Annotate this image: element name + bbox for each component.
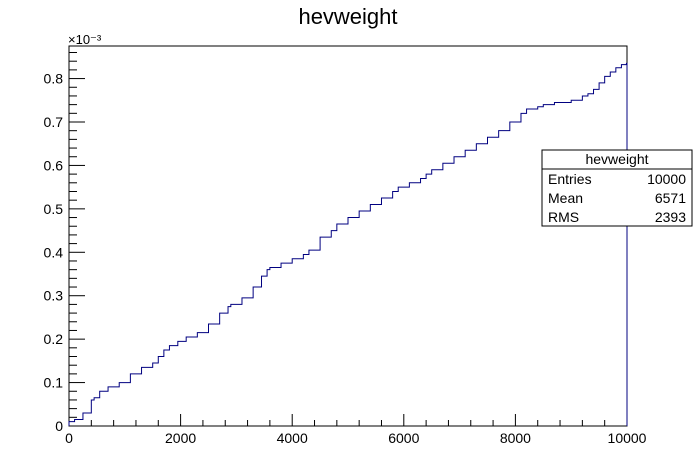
histogram-line [68, 62, 628, 426]
axis-ticks [68, 52, 628, 427]
x-tick-label: 4000 [277, 430, 308, 446]
stats-box: hevweight Entries 10000 Mean 6571 RMS 23… [541, 149, 693, 227]
stats-rms-label: RMS [548, 209, 579, 225]
y-tick-label: 0.4 [44, 244, 64, 260]
x-tick-label: 2000 [165, 430, 196, 446]
stats-mean-value: 6571 [655, 190, 686, 206]
stats-box-title: hevweight [585, 151, 648, 167]
y-tick-label: 0.2 [44, 331, 64, 347]
chart-title: hevweight [298, 4, 397, 29]
stats-entries-value: 10000 [647, 171, 686, 187]
y-tick-label: 0.8 [44, 71, 64, 87]
stats-mean-label: Mean [548, 190, 583, 206]
axis-tick-labels: 0 2000 4000 6000 8000 10000 0 0.1 0.2 0.3 0.4 0.5 0.… [44, 71, 647, 446]
stats-box-frame [541, 149, 693, 227]
y-tick-label: 0.6 [44, 157, 64, 173]
y-tick-label: 0.1 [44, 375, 64, 391]
x-tick-label: 10000 [608, 430, 647, 446]
y-tick-label: 0.3 [44, 288, 64, 304]
y-tick-label: 0 [55, 418, 63, 434]
stats-rms-value: 2393 [655, 209, 686, 225]
x-tick-label: 0 [65, 430, 73, 446]
x-tick-label: 6000 [388, 430, 419, 446]
stats-entries-label: Entries [548, 171, 592, 187]
x-tick-label: 8000 [500, 430, 531, 446]
y-tick-label: 0.7 [44, 114, 64, 130]
y-tick-label: 0.5 [44, 201, 64, 217]
y-axis-exponent-label: ×10⁻³ [68, 32, 102, 47]
